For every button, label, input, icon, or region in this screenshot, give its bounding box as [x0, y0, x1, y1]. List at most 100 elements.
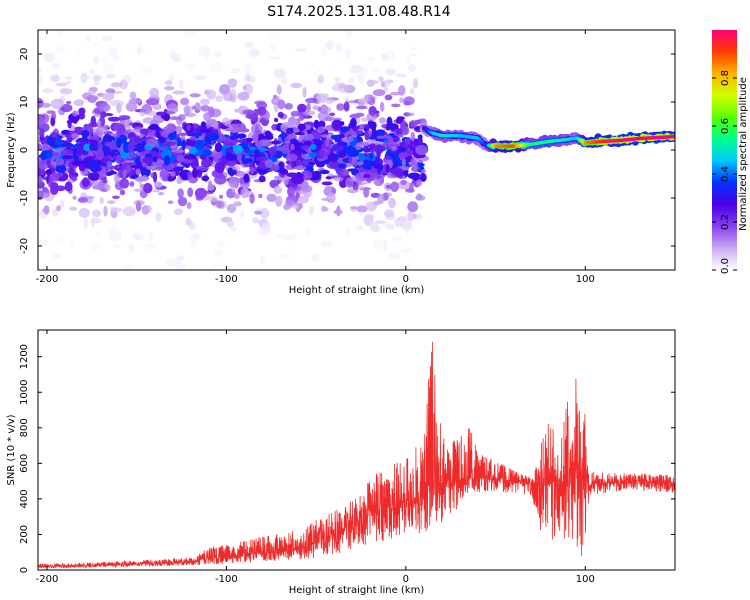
- spectrogram-blob: [72, 195, 77, 200]
- spectrogram-blob: [268, 31, 281, 40]
- spectrogram-blob: [201, 158, 212, 168]
- spectrogram-blob: [139, 128, 149, 135]
- spectrogram-blob: [339, 178, 348, 188]
- spectrogram-blob: [218, 241, 226, 247]
- spectrogram-blob: [268, 146, 278, 156]
- spectrogram-blob: [129, 181, 135, 187]
- spectrogram-blob: [139, 109, 146, 117]
- spectrogram-blob: [99, 197, 104, 205]
- spectrogram-blob: [365, 201, 377, 211]
- spectrogram-blob: [81, 177, 90, 188]
- spectrogram-blob: [291, 231, 297, 239]
- spectrogram-blob: [101, 35, 113, 42]
- spectrogram-blob: [320, 239, 333, 248]
- spectrogram-blob: [110, 122, 124, 131]
- spectrogram-blob: [324, 185, 332, 195]
- spectrogram-blob: [50, 117, 56, 127]
- x-tick-label: 100: [576, 574, 595, 585]
- spectrogram-blob: [85, 34, 92, 43]
- spectrogram-blob: [409, 182, 414, 193]
- spectrogram-blob: [275, 195, 283, 207]
- spectrogram-blob: [273, 94, 278, 99]
- spectrogram-blob: [243, 173, 250, 183]
- spectrogram-blob: [406, 112, 415, 117]
- spectrogram-blob: [163, 141, 176, 146]
- spectrogram-blob: [230, 88, 237, 97]
- spectrogram-blob: [379, 101, 385, 112]
- spectrogram-blob: [350, 161, 359, 167]
- spectrogram-blob: [285, 199, 295, 208]
- spectrogram-blob: [179, 78, 184, 90]
- spectrogram-blob: [102, 179, 108, 184]
- spectrogram-blob: [160, 146, 168, 150]
- spectrogram-blob: [234, 170, 246, 177]
- spectrogram-blob: [352, 183, 359, 191]
- spectrogram-blob: [268, 56, 280, 60]
- spectrogram-blob: [355, 142, 362, 151]
- spectrogram-blob: [397, 134, 404, 138]
- spectrogram-blob: [176, 176, 182, 185]
- spectrogram-blob: [148, 231, 154, 243]
- spectrogram-blob: [408, 120, 418, 128]
- spectrogram-blob: [232, 144, 243, 154]
- spectrogram-blob: [240, 187, 249, 199]
- spectrogram-blob: [400, 219, 413, 230]
- spectrogram-blob: [398, 85, 406, 96]
- spectrogram-blob: [49, 74, 60, 82]
- spectrogram-blob: [102, 92, 115, 101]
- spectrogram-blob: [295, 48, 307, 52]
- spectrogram-blob: [362, 161, 373, 171]
- spectrogram-blob: [65, 100, 72, 105]
- spectrogram-blob: [234, 108, 239, 113]
- spectrogram-blob: [88, 172, 101, 181]
- spectrogram-blob: [284, 103, 294, 110]
- spectrogram-blob: [394, 217, 404, 227]
- spectrogram-blob: [309, 65, 317, 69]
- spectrogram-blob: [271, 140, 282, 144]
- spectrogram-blob: [95, 126, 109, 135]
- spectrogram-blob: [194, 132, 203, 137]
- spectrogram-blob: [325, 97, 335, 104]
- spectrogram-blob: [370, 145, 375, 155]
- spectrogram-blob: [409, 88, 415, 95]
- spectrogram-blob: [114, 90, 123, 94]
- spectrogram-blob: [43, 52, 56, 63]
- spectrogram-blob: [110, 82, 123, 88]
- spectrogram-blob: [173, 208, 184, 215]
- spectrogram-blob: [227, 167, 234, 176]
- spectrogram-blob: [183, 154, 197, 160]
- spectrogram-blob: [410, 157, 415, 166]
- spectrogram-blob: [128, 243, 134, 253]
- x-tick-label: -100: [215, 274, 238, 285]
- spectrogram-blob: [290, 110, 301, 117]
- y-tick-label: 400: [19, 489, 30, 508]
- spectrogram-blob: [390, 167, 403, 175]
- spectrogram-blob: [357, 66, 369, 75]
- x-tick-label: 0: [403, 274, 409, 285]
- spectrogram-blob: [213, 50, 223, 58]
- spectrogram-blob: [72, 153, 78, 159]
- spectrogram-blob: [180, 97, 190, 106]
- spectrogram-blob: [60, 104, 73, 113]
- spectrogram-blob: [212, 249, 224, 256]
- spectrogram-blob: [345, 177, 355, 189]
- spectrogram-blob: [242, 62, 254, 72]
- y-tick-label: 0: [19, 147, 30, 153]
- spectrogram-blob: [390, 181, 399, 193]
- spectrogram-blob: [68, 167, 75, 175]
- spectrogram-blob: [143, 243, 156, 250]
- spectrogram-blob: [345, 227, 350, 239]
- spectrogram-blob: [207, 195, 218, 203]
- spectrogram-blob: [302, 86, 307, 98]
- snr-frame: [37, 329, 676, 571]
- spectrogram-blob: [415, 126, 421, 130]
- snr-x-ticks: -200 -100 0 100: [36, 330, 595, 585]
- spectrogram-blob: [320, 46, 327, 57]
- spectrogram-blob: [55, 46, 66, 53]
- spectrogram-blob: [89, 42, 101, 46]
- spectrogram-blob: [325, 40, 334, 50]
- spectrogram-blob: [383, 56, 389, 61]
- spectrogram-blob: [300, 145, 310, 151]
- spectrogram-blob: [128, 152, 137, 159]
- spectrogram-blob: [38, 68, 42, 74]
